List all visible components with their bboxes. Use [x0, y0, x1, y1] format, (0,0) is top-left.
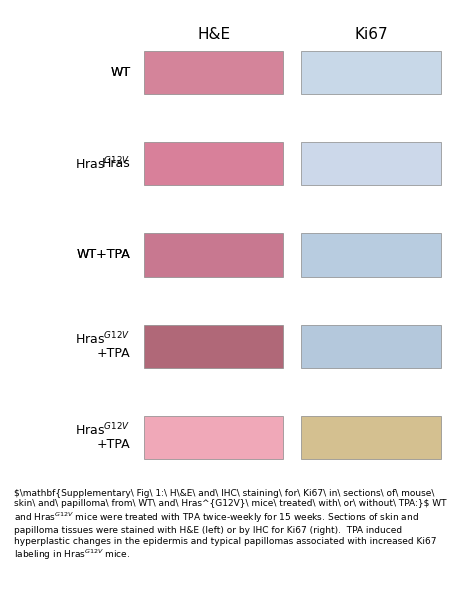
Text: WT: WT — [110, 66, 130, 79]
Text: H&E: H&E — [197, 27, 230, 42]
Text: WT+TPA: WT+TPA — [77, 248, 130, 262]
Text: +TPA: +TPA — [97, 347, 130, 360]
Text: Hras$^{G12V}$: Hras$^{G12V}$ — [75, 331, 130, 347]
Text: Hras: Hras — [102, 157, 130, 170]
Text: +TPA: +TPA — [97, 438, 130, 451]
Text: Hras$^{G12V}$: Hras$^{G12V}$ — [75, 155, 130, 172]
Text: Hras$^{G12V}$: Hras$^{G12V}$ — [75, 422, 130, 439]
Text: WT+TPA: WT+TPA — [77, 248, 130, 262]
Text: Ki67: Ki67 — [355, 27, 388, 42]
Text: $\mathbf{Supplementary\ Fig\ 1:\ H\&E\ and\ IHC\ staining\ for\ Ki67\ in\ sectio: $\mathbf{Supplementary\ Fig\ 1:\ H\&E\ a… — [14, 489, 446, 562]
Text: WT: WT — [110, 66, 130, 79]
